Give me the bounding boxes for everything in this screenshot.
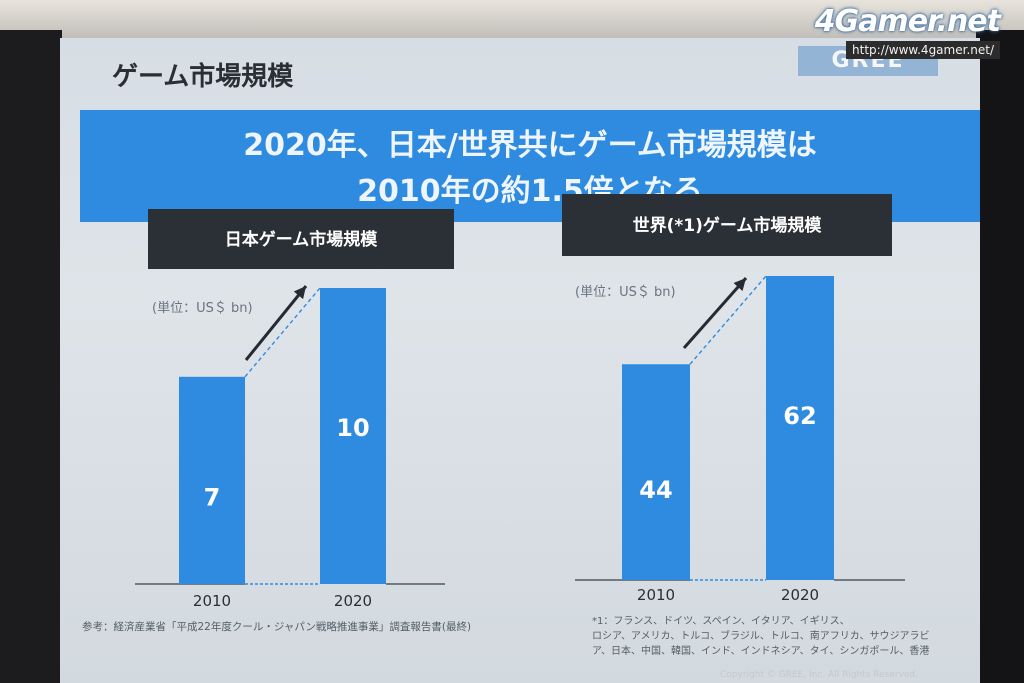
growth-arrow bbox=[244, 285, 308, 361]
bar bbox=[179, 376, 245, 584]
x-tick-label: 2020 bbox=[334, 592, 372, 610]
chart-title: 日本ゲーム市場規模 bbox=[225, 229, 378, 250]
room-wall-left bbox=[0, 30, 62, 683]
room-wall-top bbox=[0, 0, 1024, 40]
bar bbox=[622, 364, 690, 580]
watermark-logo: 4Gamer.net bbox=[814, 4, 1001, 39]
bar bbox=[766, 276, 834, 580]
growth-connector bbox=[244, 287, 321, 378]
growth-arrow-head bbox=[293, 286, 306, 300]
chart-title-box bbox=[562, 194, 892, 256]
bar-value-label: 44 bbox=[639, 476, 672, 504]
watermark-url: http://www.4gamer.net/ bbox=[846, 41, 1000, 59]
footnote-line: ロシア、アメリカ、トルコ、ブラジル、トルコ、南アフリカ、サウジアラビ bbox=[592, 631, 930, 642]
footnote-line: *1：フランス、ドイツ、スペイン、イタリア、イギリス、 bbox=[592, 616, 850, 627]
growth-arrow bbox=[682, 277, 748, 349]
bar bbox=[320, 288, 386, 584]
x-tick-label: 2010 bbox=[637, 586, 675, 604]
growth-arrow-head bbox=[733, 278, 746, 291]
footnote-line: ア、日本、中国、韓国、インド、インドネシア、タイ、シンガポール、香港 bbox=[592, 646, 930, 657]
unit-label: (単位：US＄ bn) bbox=[152, 300, 253, 316]
bar-value-label: 10 bbox=[336, 414, 369, 442]
x-tick-label: 2010 bbox=[193, 592, 231, 610]
source-note: 参考：経済産業省「平成22年度クール・ジャパン戦略推進事業」調査報告書(最終) bbox=[82, 621, 472, 633]
headline-line-1: 2020年、日本/世界共にゲーム市場規模は bbox=[243, 128, 817, 163]
x-tick-label: 2020 bbox=[781, 586, 819, 604]
chart-title-box bbox=[148, 209, 454, 269]
watermark: 4Gamer.net http://www.4gamer.net/ bbox=[814, 4, 1001, 59]
chart-title: 世界(*1)ゲーム市場規模 bbox=[633, 215, 823, 236]
unit-label: (単位：US＄ bn) bbox=[575, 284, 676, 300]
slide-title: ゲーム市場規模 bbox=[112, 62, 294, 92]
bar-value-label: 7 bbox=[204, 483, 221, 511]
copyright: Copyright © GREE, Inc. All Rights Reserv… bbox=[720, 670, 919, 680]
room-wall-right bbox=[976, 30, 1024, 683]
footnote: *1：フランス、ドイツ、スペイン、イタリア、イギリス、 ロシア、アメリカ、トルコ… bbox=[592, 614, 930, 659]
presentation-slide: ゲーム市場規模 GREE 2020年、日本/世界共にゲーム市場規模は 2010年… bbox=[60, 38, 980, 683]
charts-area: 日本ゲーム市場規模 (単位：US＄ bn) 7 2010 10 2020 世界(*1)ゲーム… bbox=[135, 194, 905, 610]
bar-value-label: 62 bbox=[783, 402, 816, 430]
growth-connector bbox=[689, 275, 767, 365]
